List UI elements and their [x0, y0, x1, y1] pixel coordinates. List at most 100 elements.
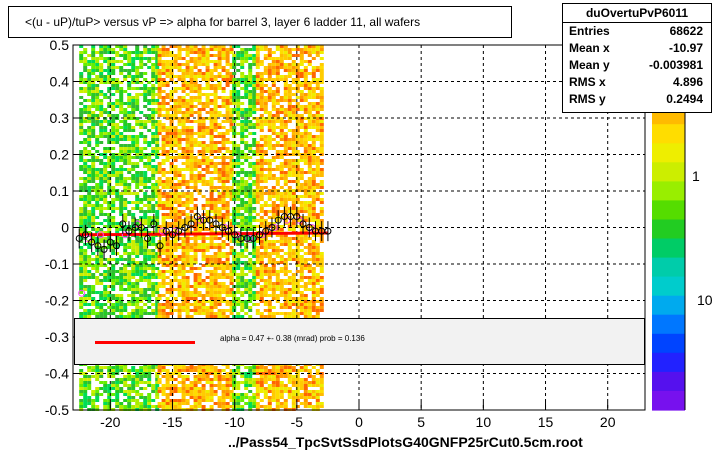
density-cell: [197, 63, 202, 66]
density-cell: [139, 393, 144, 396]
density-cell: [267, 195, 272, 198]
density-cell: [147, 60, 152, 63]
density-cell: [139, 93, 144, 96]
density-cell: [135, 312, 140, 315]
density-cell: [83, 285, 88, 288]
density-cell: [103, 240, 108, 243]
density-cell: [107, 375, 112, 378]
density-cell: [115, 174, 120, 177]
density-cell: [147, 405, 152, 408]
density-cell: [131, 369, 136, 372]
density-cell: [83, 180, 88, 183]
density-cell: [299, 84, 304, 87]
density-cell: [143, 369, 148, 372]
density-cell: [177, 291, 182, 294]
density-cell: [111, 399, 116, 402]
density-cell: [161, 195, 166, 198]
density-cell: [131, 366, 136, 369]
density-cell: [157, 105, 162, 108]
density-cell: [143, 366, 148, 369]
density-cell: [147, 117, 152, 120]
density-cell: [107, 231, 112, 234]
density-cell: [91, 273, 96, 276]
density-cell: [99, 153, 104, 156]
density-cell: [185, 252, 190, 255]
density-cell: [169, 114, 174, 117]
density-cell: [161, 108, 166, 111]
density-cell: [236, 189, 241, 192]
density-cell: [165, 75, 170, 78]
density-cell: [123, 276, 128, 279]
density-cell: [99, 213, 104, 216]
density-cell: [135, 381, 140, 384]
density-cell: [173, 402, 178, 405]
density-cell: [181, 270, 186, 273]
density-cell: [299, 243, 304, 246]
density-cell: [201, 177, 206, 180]
density-cell: [181, 306, 186, 309]
density-cell: [127, 171, 132, 174]
density-cell: [283, 207, 288, 210]
density-cell: [197, 165, 202, 168]
density-cell: [181, 309, 186, 312]
density-cell: [135, 75, 140, 78]
density-cell: [295, 201, 300, 204]
density-cell: [161, 213, 166, 216]
density-cell: [244, 117, 249, 120]
density-cell: [151, 186, 156, 189]
density-cell: [99, 294, 104, 297]
density-cell: [173, 60, 178, 63]
density-cell: [255, 120, 260, 123]
density-cell: [213, 123, 218, 126]
density-cell: [240, 375, 245, 378]
density-cell: [209, 48, 214, 51]
density-cell: [299, 81, 304, 84]
density-cell: [263, 102, 268, 105]
density-cell: [295, 141, 300, 144]
density-cell: [95, 222, 100, 225]
density-cell: [161, 186, 166, 189]
density-cell: [213, 48, 218, 51]
density-cell: [193, 132, 198, 135]
density-cell: [303, 81, 308, 84]
density-cell: [151, 270, 156, 273]
density-cell: [307, 207, 312, 210]
density-cell: [177, 87, 182, 90]
density-cell: [151, 240, 156, 243]
density-cell: [213, 126, 218, 129]
density-cell: [287, 195, 292, 198]
density-cell: [119, 276, 124, 279]
density-cell: [91, 69, 96, 72]
density-cell: [135, 153, 140, 156]
density-cell: [169, 108, 174, 111]
density-cell: [299, 210, 304, 213]
density-cell: [107, 294, 112, 297]
density-cell: [221, 135, 226, 138]
density-cell: [236, 93, 241, 96]
density-cell: [87, 87, 92, 90]
density-cell: [225, 102, 230, 105]
density-cell: [279, 243, 284, 246]
density-cell: [87, 108, 92, 111]
density-cell: [193, 375, 198, 378]
density-cell: [177, 195, 182, 198]
density-cell: [240, 192, 245, 195]
density-cell: [287, 48, 292, 51]
density-cell: [107, 174, 112, 177]
density-cell: [123, 150, 128, 153]
density-cell: [213, 315, 218, 318]
density-cell: [165, 378, 170, 381]
density-cell: [229, 264, 234, 267]
density-cell: [181, 279, 186, 282]
density-cell: [232, 300, 237, 303]
density-cell: [177, 267, 182, 270]
density-cell: [209, 84, 214, 87]
density-cell: [165, 372, 170, 375]
density-cell: [139, 126, 144, 129]
density-cell: [217, 243, 222, 246]
density-cell: [259, 174, 264, 177]
density-cell: [244, 207, 249, 210]
density-cell: [205, 264, 210, 267]
density-cell: [209, 366, 214, 369]
density-cell: [165, 156, 170, 159]
